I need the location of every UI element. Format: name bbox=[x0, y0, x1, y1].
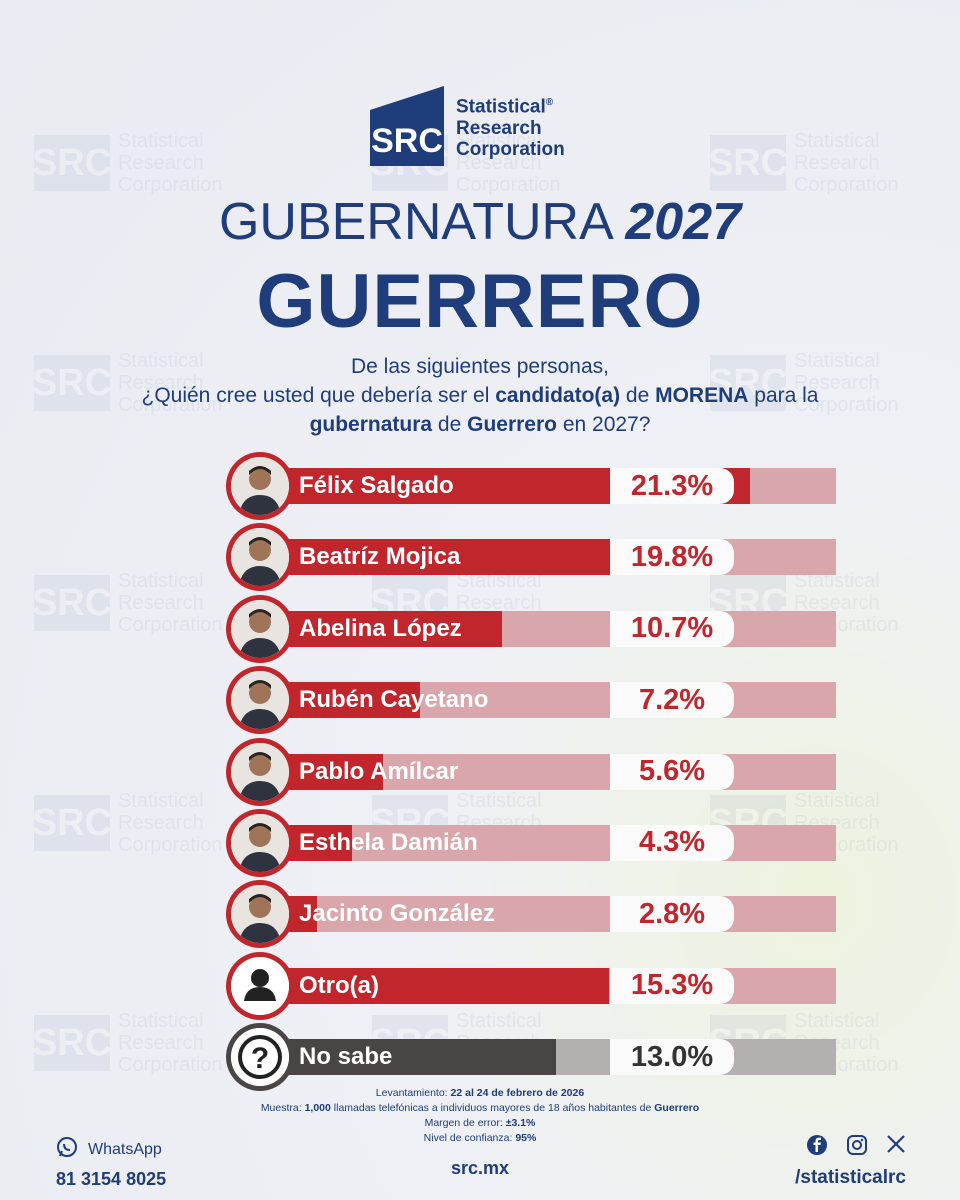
bar-track bbox=[252, 967, 836, 1004]
page-title: GUBERNATURA 2027 bbox=[0, 192, 960, 252]
social-links: /statisticalrc bbox=[795, 1134, 906, 1189]
methodology-notes: Levantamiento: 22 al 24 de febrero de 20… bbox=[0, 1086, 960, 1146]
title-year: 2027 bbox=[625, 193, 742, 251]
value-label: 19.8% bbox=[610, 539, 734, 576]
chart-row: Pablo Amílcar 5.6% bbox=[226, 737, 836, 809]
whatsapp-contact[interactable]: WhatsApp 81 3154 8025 bbox=[56, 1136, 166, 1190]
svg-text:?: ? bbox=[251, 1042, 269, 1075]
value-label: 21.3% bbox=[610, 468, 734, 504]
whatsapp-number: 81 3154 8025 bbox=[56, 1169, 167, 1189]
category-label: Abelina López bbox=[299, 614, 462, 642]
category-label: Beatríz Mojica bbox=[299, 543, 461, 571]
question-line2: ¿Quién cree usted que debería ser el can… bbox=[141, 384, 819, 407]
user-icon bbox=[226, 951, 294, 1020]
question-line1: De las siguientes personas, bbox=[351, 355, 609, 378]
logo-wordmark: Statistical® Research Corporation bbox=[456, 92, 565, 160]
value-label: 10.7% bbox=[610, 610, 734, 647]
question-line3: gubernatura de Guerrero en 2027? bbox=[309, 413, 651, 436]
chart-row: Félix Salgado 21.3% bbox=[226, 452, 836, 523]
logo-mark-text: SRC bbox=[371, 122, 443, 160]
notes-sample: Muestra: 1,000 llamadas telefónicas a in… bbox=[260, 1102, 700, 1114]
bar-track bbox=[252, 1039, 836, 1076]
chart-row: Beatríz Mojica 19.8% bbox=[226, 523, 836, 594]
chart-row: Jacinto González 2.8% bbox=[226, 880, 836, 951]
value-label: 15.3% bbox=[610, 967, 734, 1004]
notes-margin: Margen de error: ±3.1% bbox=[424, 1117, 536, 1129]
category-label: Jacinto González bbox=[299, 900, 496, 928]
candidate-avatar bbox=[226, 808, 294, 877]
src-logo: SRC Statistical® Research Corporation bbox=[370, 86, 565, 166]
x-icon[interactable] bbox=[886, 1134, 906, 1161]
bar-track bbox=[252, 682, 836, 719]
bar-track bbox=[252, 824, 836, 861]
bar-fill bbox=[252, 967, 609, 1004]
category-label: Esthela Damián bbox=[299, 828, 478, 856]
question-icon: ? bbox=[226, 1023, 294, 1092]
social-handle[interactable]: /statisticalrc bbox=[795, 1167, 906, 1188]
candidate-avatar bbox=[226, 737, 294, 806]
bar-fill bbox=[252, 1039, 556, 1076]
value-label: 2.8% bbox=[610, 896, 734, 933]
value-label: 7.2% bbox=[610, 682, 734, 719]
whatsapp-label: WhatsApp bbox=[88, 1140, 162, 1158]
logo-line1: Statistical bbox=[456, 96, 546, 118]
category-label: Otro(a) bbox=[299, 971, 379, 999]
bar-track bbox=[252, 610, 836, 647]
src-logo-mark: SRC bbox=[370, 86, 448, 166]
candidate-avatar bbox=[226, 452, 294, 520]
whatsapp-icon bbox=[56, 1136, 78, 1163]
logo-registered: ® bbox=[545, 97, 554, 109]
value-label: 13.0% bbox=[610, 1039, 734, 1076]
notes-fieldwork: Levantamiento: 22 al 24 de febrero de 20… bbox=[375, 1087, 585, 1099]
chart-row: Otro(a) 15.3% bbox=[226, 951, 836, 1023]
survey-question: De las siguientes personas, ¿Quién cree … bbox=[0, 352, 960, 439]
facebook-icon[interactable] bbox=[806, 1134, 828, 1161]
logo-line3: Corporation bbox=[456, 138, 565, 160]
category-label: Pablo Amílcar bbox=[299, 757, 459, 785]
results-chart: Félix Salgado 21.3% Beatríz Mojica 19.8% Abe… bbox=[226, 452, 836, 1095]
value-label: 5.6% bbox=[610, 753, 734, 790]
category-label: Rubén Cayetano bbox=[299, 686, 489, 714]
chart-row: Abelina López 10.7% bbox=[226, 594, 836, 666]
candidate-avatar bbox=[226, 523, 294, 592]
value-label: 4.3% bbox=[610, 824, 734, 861]
candidate-avatar bbox=[226, 594, 294, 663]
title-state: GUERRERO bbox=[256, 259, 704, 344]
logo-line2: Research bbox=[456, 117, 542, 139]
title-prefix: GUBERNATURA bbox=[218, 193, 611, 251]
candidate-avatar bbox=[226, 880, 294, 949]
notes-confidence: Nivel de confianza: 95% bbox=[423, 1132, 537, 1144]
chart-row: Rubén Cayetano 7.2% bbox=[226, 666, 836, 737]
category-label: Félix Salgado bbox=[299, 472, 454, 499]
category-label: No sabe bbox=[299, 1043, 393, 1071]
chart-row: No sabe 13.0%? bbox=[226, 1023, 836, 1094]
candidate-avatar bbox=[226, 666, 294, 735]
chart-row: Esthela Damián 4.3% bbox=[226, 808, 836, 880]
instagram-icon[interactable] bbox=[846, 1134, 868, 1161]
website-link[interactable]: src.mx bbox=[450, 1158, 510, 1178]
